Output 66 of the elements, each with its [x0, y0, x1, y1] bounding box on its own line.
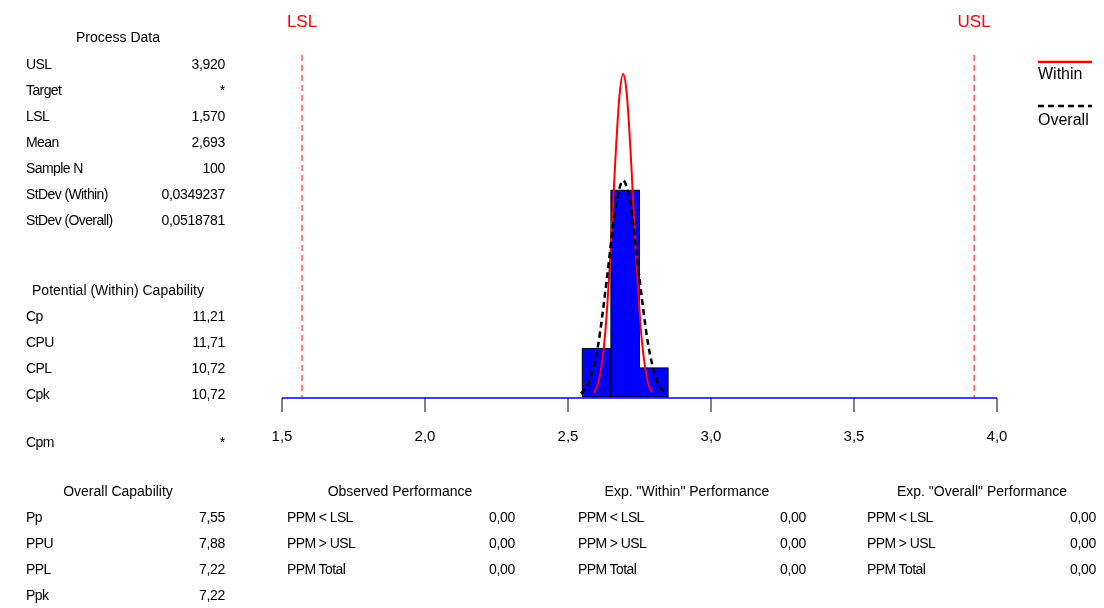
text: USL [26, 56, 53, 72]
text: PPM Total [578, 561, 637, 577]
x-tick-label: 2,0 [414, 427, 436, 444]
text: 0,0349237 [161, 186, 226, 202]
text: Sample N [26, 160, 83, 176]
text: PPM Total [867, 561, 926, 577]
ref-line-label: USL [957, 12, 991, 31]
text: PPU [26, 535, 54, 551]
x-tick-label: 4,0 [986, 427, 1008, 444]
text: Overall Capability [63, 483, 173, 499]
text: Exp. "Overall" Performance [896, 483, 1068, 499]
legend-label: Within [1038, 65, 1083, 82]
text: * [219, 82, 226, 98]
text: 2,693 [191, 134, 226, 150]
text: StDev (Overall) [26, 212, 113, 228]
text: Process Data [75, 29, 161, 45]
x-tick-label: 1,5 [271, 427, 293, 444]
text: 0,00 [488, 561, 516, 577]
text: PPM > USL [867, 535, 936, 551]
text: Pp [26, 509, 43, 525]
text: 0,00 [488, 509, 516, 525]
text: 0,00 [779, 509, 807, 525]
text: PPL [26, 561, 52, 577]
text: 100 [202, 160, 226, 176]
text: * [219, 434, 226, 450]
text: Target [26, 82, 63, 98]
text: Cpk [26, 386, 51, 402]
text: PPM < LSL [287, 509, 354, 525]
text: 0,0518781 [161, 212, 226, 228]
x-tick-label: 2,5 [557, 427, 579, 444]
text: CPU [26, 334, 55, 350]
text: 0,00 [1069, 535, 1097, 551]
text: 7,22 [198, 587, 226, 603]
text: 0,00 [779, 535, 807, 551]
text: 10,72 [191, 360, 226, 376]
text: 7,22 [198, 561, 226, 577]
text: CPL [26, 360, 53, 376]
text: Ppk [26, 587, 50, 603]
text: 7,55 [198, 509, 226, 525]
text: PPM < LSL [578, 509, 645, 525]
text: PPM > USL [578, 535, 647, 551]
text: PPM Total [287, 561, 346, 577]
text: Exp. "Within" Performance [604, 483, 770, 499]
text: 0,00 [488, 535, 516, 551]
x-tick-label: 3,0 [700, 427, 722, 444]
text: 0,00 [1069, 509, 1097, 525]
text: StDev (Within) [26, 186, 108, 202]
text: 0,00 [1069, 561, 1097, 577]
text: Cp [26, 308, 44, 324]
text: 0,00 [779, 561, 807, 577]
text: Potential (Within) Capability [32, 282, 204, 298]
text: Cpm [26, 434, 54, 450]
text: 7,88 [198, 535, 226, 551]
legend-label: Overall [1038, 111, 1089, 128]
text: 10,72 [191, 386, 226, 402]
text: 11,21 [192, 308, 226, 324]
text: PPM > USL [287, 535, 356, 551]
text: PPM < LSL [867, 509, 934, 525]
text: Mean [26, 134, 59, 150]
text: 3,920 [191, 56, 226, 72]
x-tick-label: 3,5 [843, 427, 865, 444]
ref-line-label: LSL [286, 12, 318, 31]
text: LSL [26, 108, 50, 124]
text: 11,71 [192, 334, 226, 350]
text: 1,570 [191, 108, 226, 124]
text: Observed Performance [327, 483, 473, 499]
